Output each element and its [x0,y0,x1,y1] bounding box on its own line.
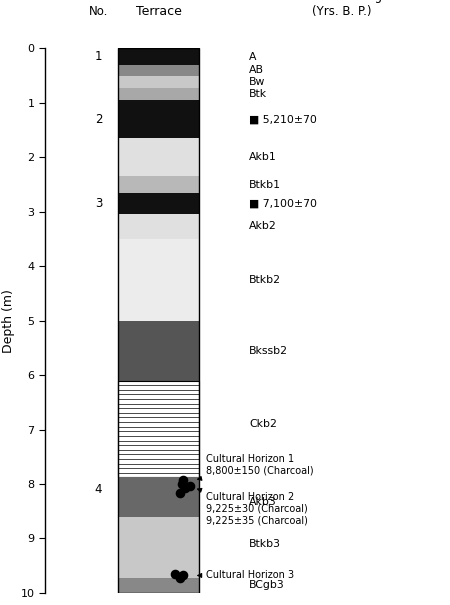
Bar [118,48,199,65]
Y-axis label: Depth (m): Depth (m) [2,289,15,353]
Text: ■ 5,210±70: ■ 5,210±70 [249,114,317,124]
Text: 2: 2 [94,113,102,126]
Text: Btkb2: Btkb2 [249,275,281,285]
Bar [118,578,199,593]
Point [180,571,187,580]
Bar [118,48,199,593]
Text: Cultural Horizon 2
9,225±30 (Charcoal)
9,225±35 (Charcoal): Cultural Horizon 2 9,225±30 (Charcoal) 9… [198,488,308,525]
Bar [118,321,199,381]
Bar [118,100,199,139]
Bar [118,88,199,100]
Bar [118,239,199,321]
Text: Akb3: Akb3 [249,497,277,507]
Bar [118,214,199,239]
Point [171,569,179,578]
Text: Ckb2: Ckb2 [249,419,277,429]
Text: Akb1: Akb1 [249,152,277,162]
Bar [118,76,199,88]
Point [176,488,184,497]
Point [178,479,185,489]
Text: Btkb1: Btkb1 [249,180,281,189]
Text: AB: AB [249,65,264,75]
Bar [118,381,199,477]
Text: Soil
No.: Soil No. [88,0,109,18]
Text: 1: 1 [94,50,102,63]
Bar [118,177,199,192]
Point [186,482,194,491]
Point [176,573,184,583]
Point [180,475,187,485]
Text: Akb2: Akb2 [249,221,277,232]
Bar [118,192,199,214]
Text: 4: 4 [94,483,102,496]
Point [181,483,189,493]
Text: ■ 7,100±70: ■ 7,100±70 [249,198,317,209]
Text: 3: 3 [95,197,102,210]
Bar [118,517,199,578]
Bar [118,65,199,76]
Bar [118,477,199,517]
Text: Btk: Btk [249,88,267,99]
Text: T-2
Terrace: T-2 Terrace [136,0,182,18]
Text: Cultural Horizon 1
8,800±150 (Charcoal): Cultural Horizon 1 8,800±150 (Charcoal) [198,454,314,480]
Text: Bkssb2: Bkssb2 [249,345,288,356]
Text: Cultural Horizon 3: Cultural Horizon 3 [198,571,294,580]
Text: Bw: Bw [249,77,266,87]
Text: Btkb3: Btkb3 [249,539,281,549]
Bar [118,138,199,177]
Text: BCgb3: BCgb3 [249,580,285,590]
Text: A: A [249,51,256,62]
Text: Radiocarbon Ages
(Yrs. B. P.): Radiocarbon Ages (Yrs. B. P.) [289,0,395,18]
